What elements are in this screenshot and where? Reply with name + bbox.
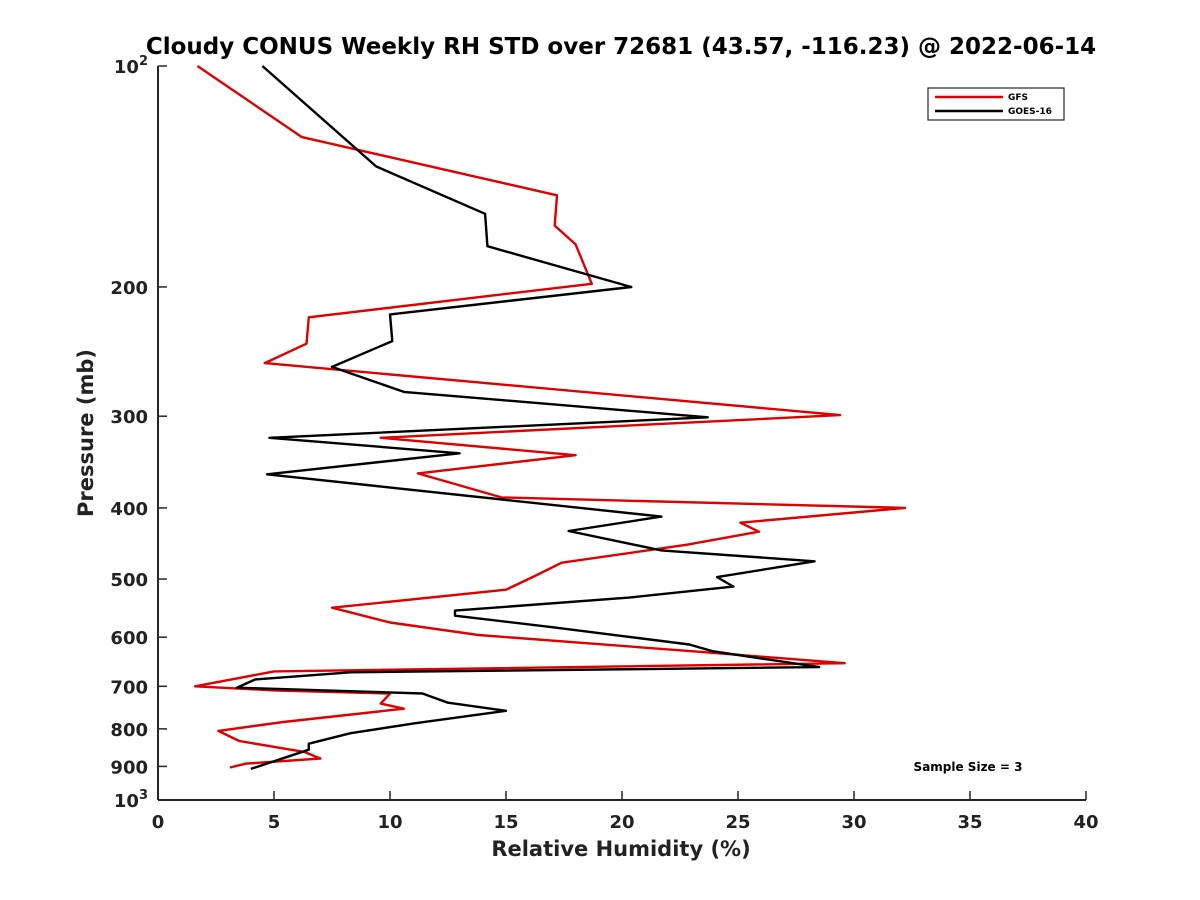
y-tick-label: 800 (110, 720, 148, 741)
chart-title: Cloudy CONUS Weekly RH STD over 72681 (4… (146, 34, 1096, 60)
legend-label-gfs: GFS (1008, 93, 1028, 103)
series-line-gfs (193, 65, 907, 769)
legend-label-goes-16: GOES-16 (1008, 107, 1052, 117)
legend[interactable]: GFS GOES-16 (927, 87, 1065, 121)
y-axis-label: Pressure (mb) (74, 349, 98, 517)
x-tick-label: 30 (841, 812, 866, 833)
sample-size-annotation: Sample Size = 3 (914, 760, 1023, 774)
y-tick-label: 102 (114, 54, 148, 78)
x-tick-label: 25 (725, 812, 750, 833)
x-tick-label: 40 (1073, 812, 1098, 833)
x-tick-label: 35 (957, 812, 982, 833)
legend-items: GFS GOES-16 (935, 93, 1052, 117)
y-tick-label: 700 (110, 677, 148, 698)
y-tick-label: 600 (110, 628, 148, 649)
y-ticks: 102 200 300 400 500 600 700 800 900 103 (110, 54, 167, 812)
x-tick-label: 0 (152, 812, 165, 833)
y-tick-label: 200 (110, 278, 148, 299)
y-tick-label: 103 (114, 788, 148, 812)
x-ticks: 0 5 10 15 20 25 30 35 40 (152, 791, 1099, 833)
y-tick-label: 900 (110, 757, 148, 778)
x-tick-label: 15 (493, 812, 518, 833)
y-tick-label: 400 (110, 499, 148, 520)
x-tick-label: 20 (609, 812, 634, 833)
x-tick-label: 10 (377, 812, 402, 833)
x-axis-label: Relative Humidity (%) (491, 837, 750, 861)
y-tick-label: 300 (110, 407, 148, 428)
y-tick-label: 500 (110, 570, 148, 591)
series-line-goes-16 (235, 65, 821, 771)
legend-box (927, 87, 1065, 121)
series-group (193, 65, 907, 771)
x-tick-label: 5 (268, 812, 281, 833)
